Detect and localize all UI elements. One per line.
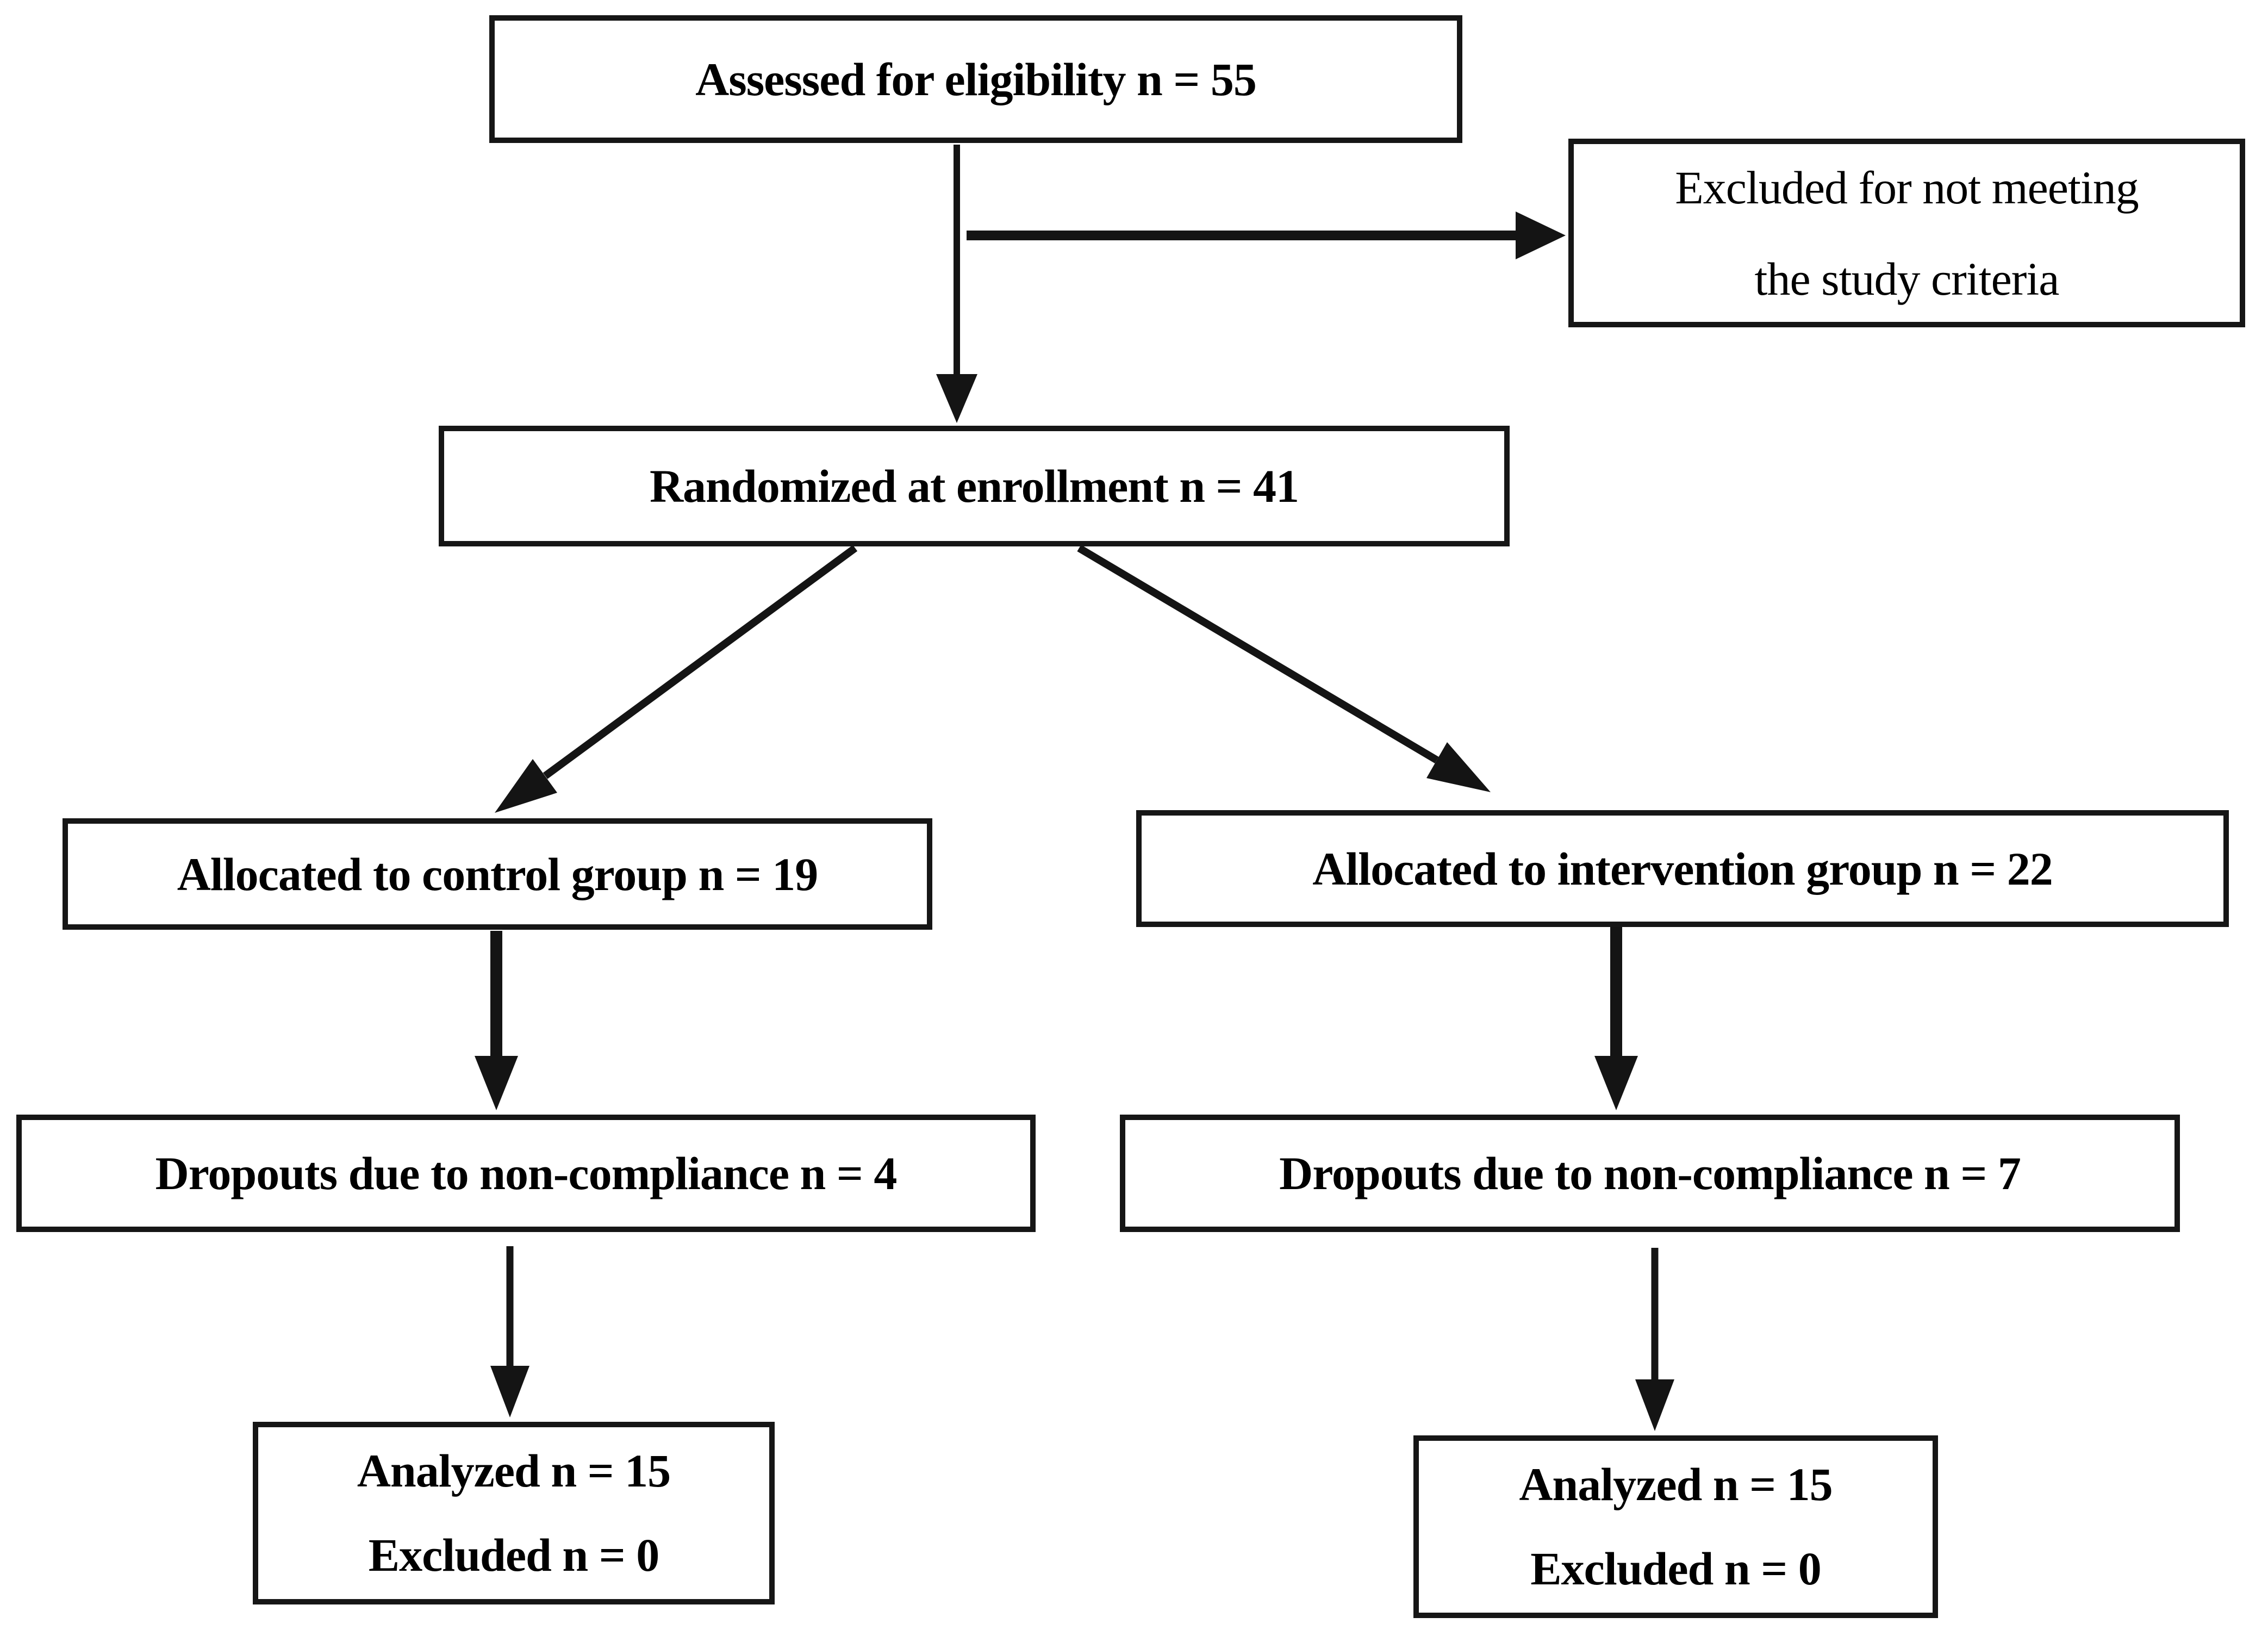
node-excluded-not-meeting-criteria: Excluded for not meeting the study crite… <box>1568 139 2245 327</box>
node-allocated-intervention-group: Allocated to intervention group n = 22 <box>1136 810 2229 927</box>
arrow-intervention-to-dropouts <box>1594 927 1638 1110</box>
node-analyzed-control-line2: Excluded n = 0 <box>368 1529 659 1581</box>
node-analyzed-control-line1: Analyzed n = 15 <box>357 1445 671 1497</box>
arrow-control-dropouts-to-analyzed <box>490 1246 529 1417</box>
node-allocated-control-label: Allocated to control group n = 19 <box>177 848 819 900</box>
arrow-intervention-dropouts-to-analyzed <box>1635 1248 1674 1431</box>
node-dropouts-intervention-label: Dropouts due to non-compliance n = 7 <box>1279 1147 2021 1199</box>
node-analyzed-intervention-line1: Analyzed n = 15 <box>1519 1458 1833 1510</box>
node-dropouts-control: Dropouts due to non-compliance n = 4 <box>16 1115 1036 1232</box>
node-dropouts-control-label: Dropouts due to non-compliance n = 4 <box>155 1147 898 1199</box>
arrow-randomized-to-intervention <box>1077 544 1491 792</box>
node-analyzed-intervention: Analyzed n = 15 Excluded n = 0 <box>1413 1435 1938 1618</box>
node-assessed-label: Assessed for eligibility n = 55 <box>695 53 1257 105</box>
arrow-randomized-to-control <box>495 545 858 813</box>
node-allocated-intervention-label: Allocated to intervention group n = 22 <box>1312 842 2053 895</box>
node-excluded-line2: the study criteria <box>1754 252 2060 305</box>
node-analyzed-intervention-line2: Excluded n = 0 <box>1530 1543 1821 1595</box>
node-randomized-enrollment: Randomized at enrollment n = 41 <box>439 426 1510 546</box>
arrow-control-to-dropouts <box>475 931 518 1110</box>
node-analyzed-control: Analyzed n = 15 Excluded n = 0 <box>253 1422 775 1604</box>
node-randomized-label: Randomized at enrollment n = 41 <box>649 460 1299 512</box>
arrow-assessed-to-excluded <box>967 212 1566 259</box>
node-excluded-line1: Excluded for not meeting <box>1675 161 2139 214</box>
node-dropouts-intervention: Dropouts due to non-compliance n = 7 <box>1120 1115 2180 1232</box>
node-allocated-control-group: Allocated to control group n = 19 <box>63 818 932 930</box>
arrow-assessed-to-randomized <box>936 145 977 423</box>
node-assessed-eligibility: Assessed for eligibility n = 55 <box>489 15 1462 143</box>
